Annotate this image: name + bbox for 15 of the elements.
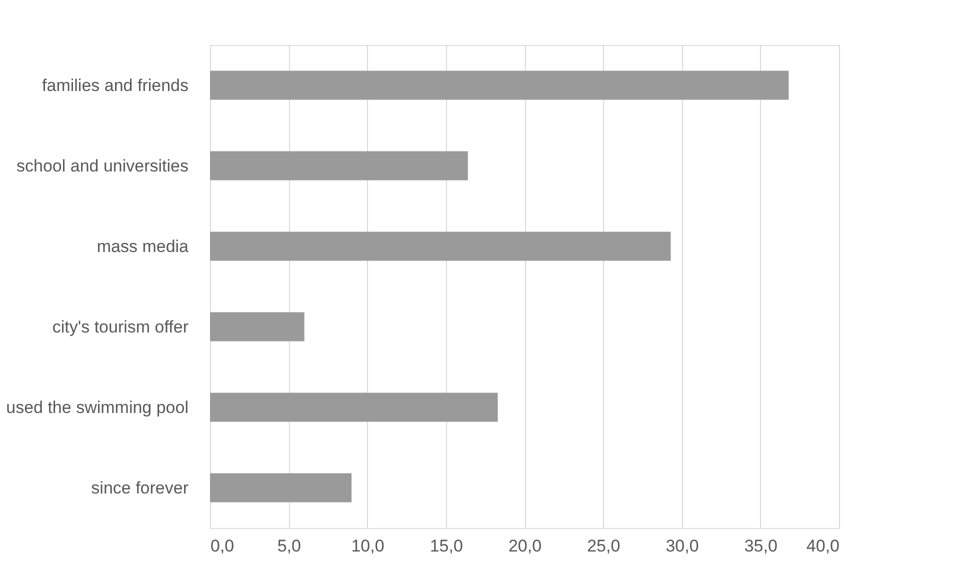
x-tick-label: 0,0: [210, 536, 234, 556]
y-tick-label: city's tourism offer: [52, 317, 189, 336]
x-tick-label: 40,0: [806, 536, 840, 556]
x-tick-label: 10,0: [351, 536, 384, 556]
y-tick-label: school and universities: [16, 156, 188, 176]
y-tick-label: used the swimming pool: [6, 398, 188, 417]
x-tick-label: 15,0: [430, 536, 463, 556]
y-tick-label: since forever: [91, 478, 189, 498]
x-tick-label: 35,0: [744, 536, 778, 556]
x-tick-label: 25,0: [587, 536, 620, 556]
y-tick-label: mass media: [96, 236, 190, 256]
x-tick-label: 5,0: [277, 536, 301, 556]
y-tick-label: families and friends: [42, 76, 188, 95]
x-tick-label: 20,0: [508, 536, 542, 556]
x-tick-label: 30,0: [666, 536, 699, 556]
